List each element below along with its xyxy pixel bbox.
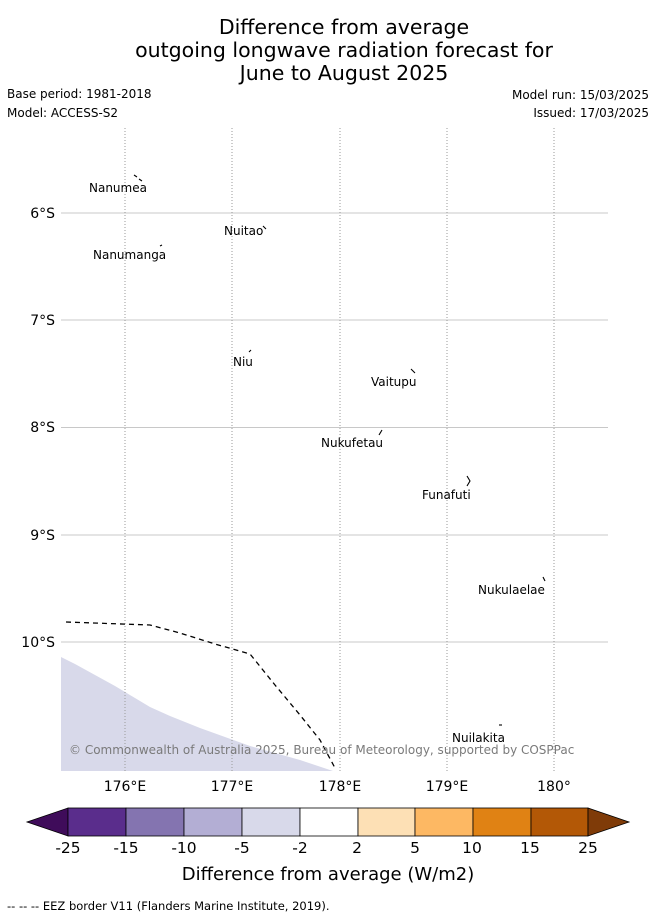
funafuti-island	[466, 475, 471, 487]
map-panel: Nanumea Nuitao Nanumanga Niu Vaitupu Nuk…	[21, 128, 608, 795]
colorbar-extend-high	[587, 807, 631, 837]
place-label: Nanumea	[89, 181, 147, 195]
latitude-gridlines	[61, 212, 608, 643]
model-run: Model run: 15/03/2025	[511, 88, 649, 102]
colorbar-segment	[125, 807, 185, 837]
niu-island	[248, 349, 252, 353]
lat-tick-label: 6°S	[30, 206, 55, 222]
base-period: Base period: 1981-2018	[7, 87, 152, 101]
colorbar-segment	[183, 807, 243, 837]
anomaly-shading	[61, 657, 333, 771]
lat-tick-label: 7°S	[30, 313, 55, 329]
place-label: Niu	[233, 355, 253, 369]
island-outlines	[133, 174, 546, 726]
colorbar-tick: 10	[462, 839, 482, 857]
lat-tick-label: 10°S	[21, 635, 55, 651]
place-label: Funafuti	[422, 488, 471, 502]
colorbar-segment	[530, 807, 589, 837]
place-label: Nuilakita	[452, 731, 505, 745]
eez-border	[65, 621, 336, 769]
colorbar-tick: -2	[292, 839, 307, 857]
title-line-2: outgoing longwave radiation forecast for	[135, 38, 553, 62]
place-label: Vaitupu	[371, 375, 417, 389]
colorbar-segment	[67, 807, 127, 837]
colorbar-segment	[414, 807, 474, 837]
colorbar-segment	[299, 807, 359, 837]
island-labels: Nanumea Nuitao Nanumanga Niu Vaitupu Nuk…	[89, 181, 545, 745]
vaitupu-island	[410, 368, 416, 374]
lon-tick-label: 180°	[537, 779, 571, 795]
colorbar-tick: 2	[352, 839, 362, 857]
nanumanga-island	[159, 244, 163, 247]
colorbar-tick: 25	[578, 839, 598, 857]
colorbar-tick: 5	[410, 839, 420, 857]
colorbar-label: Difference from average (W/m2)	[182, 864, 474, 885]
latitude-tick-labels: 6°S 7°S 8°S 9°S 10°S	[21, 206, 55, 651]
lon-tick-label: 176°E	[104, 779, 147, 795]
longitude-tick-labels: 176°E 177°E 178°E 179°E 180°	[104, 779, 571, 795]
colorbar-tick: -25	[55, 839, 80, 857]
colorbar-tick: -10	[171, 839, 196, 857]
title-line-1: Difference from average	[218, 15, 470, 39]
colorbar-tick: -15	[113, 839, 138, 857]
lat-tick-label: 8°S	[30, 420, 55, 436]
lon-tick-label: 177°E	[211, 779, 254, 795]
place-label: Nanumanga	[93, 248, 166, 262]
place-label: Nukulaelae	[478, 583, 545, 597]
lon-tick-label: 179°E	[426, 779, 469, 795]
colorbar-segment	[357, 807, 416, 837]
lon-tick-label: 178°E	[319, 779, 362, 795]
place-label: Nuitao	[224, 224, 263, 238]
eez-legend: -- -- -- EEZ border V11 (Flanders Marine…	[7, 899, 330, 913]
colorbar	[25, 807, 631, 837]
colorbar-segment	[472, 807, 532, 837]
colorbar-tick-labels: -25 -15 -10 -5 -2 2 5 10 15 25	[55, 839, 598, 857]
issued-date: Issued: 17/03/2025	[533, 106, 649, 120]
eez-legend-text: EEZ border V11 (Flanders Marine Institut…	[42, 899, 330, 913]
nuitao-island	[262, 225, 267, 230]
nukulaelae-island	[542, 576, 546, 582]
copyright-notice: © Commonwealth of Australia 2025, Bureau…	[69, 743, 574, 757]
longitude-gridlines	[124, 128, 555, 771]
colorbar-tick: 15	[520, 839, 540, 857]
title-line-3: June to August 2025	[239, 61, 449, 85]
nukufetau-island	[378, 429, 383, 436]
place-label: Nukufetau	[321, 436, 383, 450]
colorbar-extend-low	[25, 807, 69, 837]
colorbar-segment	[241, 807, 301, 837]
colorbar-tick: -5	[234, 839, 249, 857]
nanumea-island	[133, 174, 143, 182]
eez-line-symbol: -- -- --	[7, 899, 40, 913]
lat-tick-label: 9°S	[30, 528, 55, 544]
map-title: Difference from average outgoing longwav…	[0, 16, 655, 85]
model-name: Model: ACCESS-S2	[7, 106, 119, 120]
